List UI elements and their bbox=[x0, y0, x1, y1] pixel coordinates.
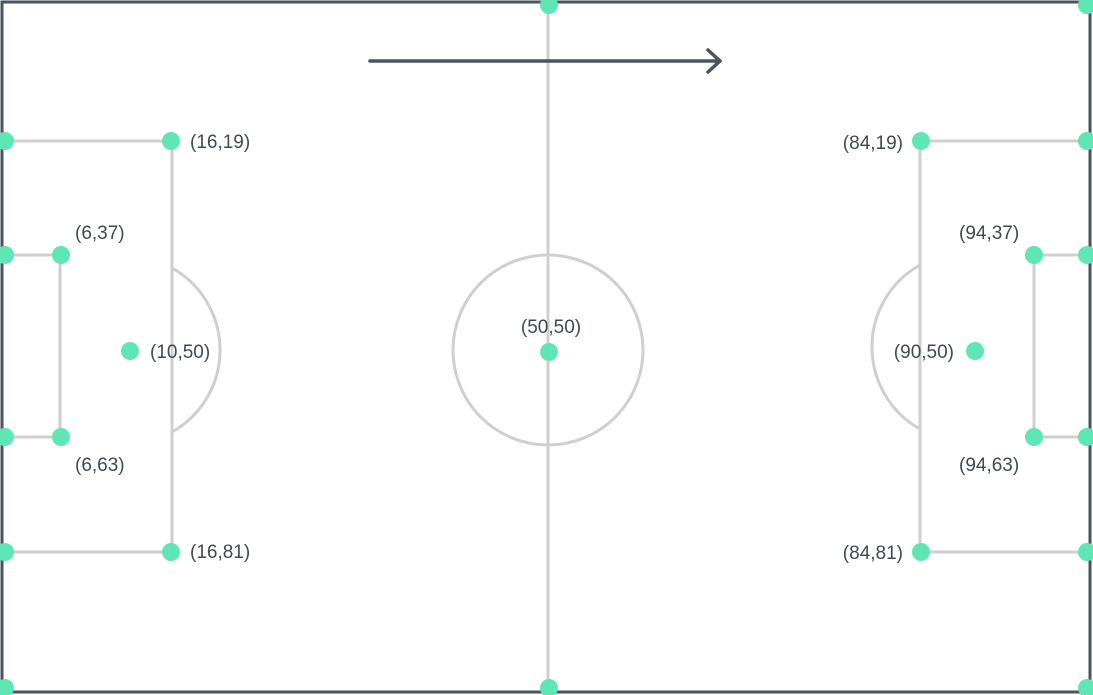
marker-dot bbox=[1078, 428, 1093, 446]
label-right-spot: (90,50) bbox=[894, 342, 954, 363]
marker-dot bbox=[540, 343, 558, 361]
right-penalty-arc bbox=[870, 263, 921, 431]
label-left-spot: (10,50) bbox=[150, 342, 210, 363]
marker-dot bbox=[1078, 0, 1093, 14]
marker-dot bbox=[912, 543, 930, 561]
label-right-six-top: (94,37) bbox=[959, 223, 1019, 244]
marker-dot bbox=[52, 246, 70, 264]
left-penalty-arc bbox=[171, 266, 222, 434]
right-penalty-area bbox=[918, 139, 1089, 554]
label-right-six-bottom: (94,63) bbox=[959, 455, 1019, 476]
marker-dot bbox=[0, 132, 14, 150]
left-six-yard-box bbox=[4, 253, 62, 439]
left-penalty-area bbox=[4, 139, 174, 554]
marker-dot bbox=[162, 543, 180, 561]
marker-dot bbox=[0, 543, 14, 561]
center-circle bbox=[451, 253, 645, 447]
marker-dot bbox=[1025, 428, 1043, 446]
marker-dot bbox=[912, 132, 930, 150]
marker-dot bbox=[0, 679, 14, 695]
marker-dot bbox=[540, 0, 558, 14]
marker-dot bbox=[1025, 246, 1043, 264]
label-left-box-top: (16,19) bbox=[190, 132, 250, 153]
marker-dot bbox=[0, 246, 14, 264]
right-six-yard-box bbox=[1032, 253, 1089, 439]
label-right-box-top: (84,19) bbox=[843, 133, 903, 154]
marker-dot bbox=[162, 132, 180, 150]
label-left-six-bottom: (6,63) bbox=[75, 455, 125, 476]
marker-dot bbox=[52, 428, 70, 446]
marker-dot bbox=[1078, 543, 1093, 561]
marker-dot bbox=[966, 342, 984, 360]
label-left-six-top: (6,37) bbox=[75, 223, 125, 244]
marker-dot bbox=[1078, 246, 1093, 264]
marker-dot bbox=[1078, 679, 1093, 695]
label-center: (50,50) bbox=[521, 317, 581, 338]
marker-dot bbox=[1078, 132, 1093, 150]
marker-dot bbox=[540, 679, 558, 695]
marker-dot bbox=[121, 342, 139, 360]
label-left-box-bottom: (16,81) bbox=[190, 542, 250, 563]
marker-dot bbox=[0, 428, 14, 446]
direction-arrow bbox=[368, 48, 722, 74]
label-right-box-bottom: (84,81) bbox=[843, 543, 903, 564]
